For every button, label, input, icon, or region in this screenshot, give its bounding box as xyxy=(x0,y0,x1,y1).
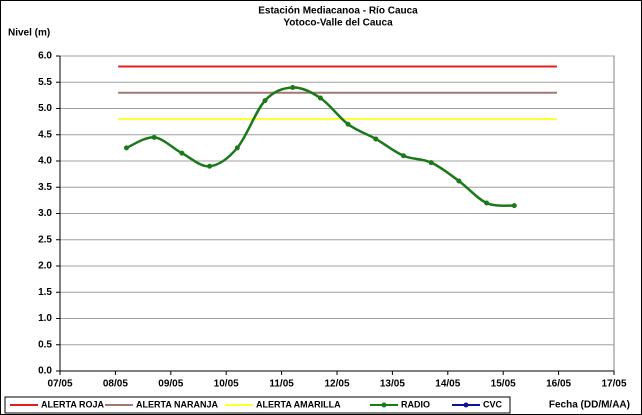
data-point xyxy=(179,150,185,156)
y-tick-label: 3.5 xyxy=(38,182,52,193)
y-tick-label: 6.0 xyxy=(38,51,52,62)
x-tick-label: 09/05 xyxy=(158,379,183,390)
y-tick-label: 2.5 xyxy=(38,234,52,245)
y-tick-label: 5.5 xyxy=(38,77,52,88)
chart-subtitle: Yotoco-Valle del Cauca xyxy=(283,18,393,29)
legend-label: ALERTA NARANJA xyxy=(136,399,218,409)
legend-label: ALERTA AMARILLA xyxy=(256,399,341,409)
x-tick-label: 12/05 xyxy=(324,379,349,390)
y-tick-label: 5.0 xyxy=(38,103,52,114)
x-tick-label: 13/05 xyxy=(380,379,405,390)
data-point xyxy=(151,134,157,140)
x-tick-label: 10/05 xyxy=(214,379,239,390)
legend-label: RADIO xyxy=(401,399,430,409)
x-tick-label: 11/05 xyxy=(269,379,294,390)
data-point xyxy=(262,98,268,104)
legend-label: CVC xyxy=(483,399,503,409)
data-point xyxy=(290,85,296,90)
data-point xyxy=(234,145,240,151)
data-point xyxy=(400,153,406,159)
x-tick-label: 08/05 xyxy=(103,379,128,390)
y-tick-label: 1.5 xyxy=(38,287,52,298)
y-axis-label: Nivel (m) xyxy=(8,28,50,39)
y-tick-label: 0.5 xyxy=(38,339,52,350)
y-tick-label: 1.0 xyxy=(38,313,52,324)
legend-marker xyxy=(381,402,387,408)
y-tick-label: 3.0 xyxy=(38,208,52,219)
x-tick-label: 16/05 xyxy=(546,379,571,390)
data-point xyxy=(511,203,517,209)
data-point xyxy=(345,121,351,127)
data-point xyxy=(207,163,213,169)
data-point xyxy=(123,145,129,151)
data-point xyxy=(317,95,323,101)
y-tick-label: 4.5 xyxy=(38,129,52,140)
x-axis-label: Fecha (DD/M/AA) xyxy=(549,400,630,411)
legend-marker xyxy=(463,402,469,408)
data-point xyxy=(484,200,490,206)
x-tick-label: 14/05 xyxy=(435,379,460,390)
legend-label: ALERTA ROJA xyxy=(41,399,105,409)
data-point xyxy=(428,160,434,166)
y-tick-label: 4.0 xyxy=(38,156,52,167)
x-tick-label: 17/05 xyxy=(601,379,626,390)
chart-title: Estación Mediacanoa - Río Cauca xyxy=(258,6,418,17)
x-tick-label: 07/05 xyxy=(47,379,72,390)
data-point xyxy=(456,178,462,184)
y-tick-label: 2.0 xyxy=(38,261,52,272)
legend-box xyxy=(4,396,511,414)
x-tick-label: 15/05 xyxy=(491,379,516,390)
data-point xyxy=(373,136,379,142)
y-tick-label: 0.0 xyxy=(38,366,52,377)
